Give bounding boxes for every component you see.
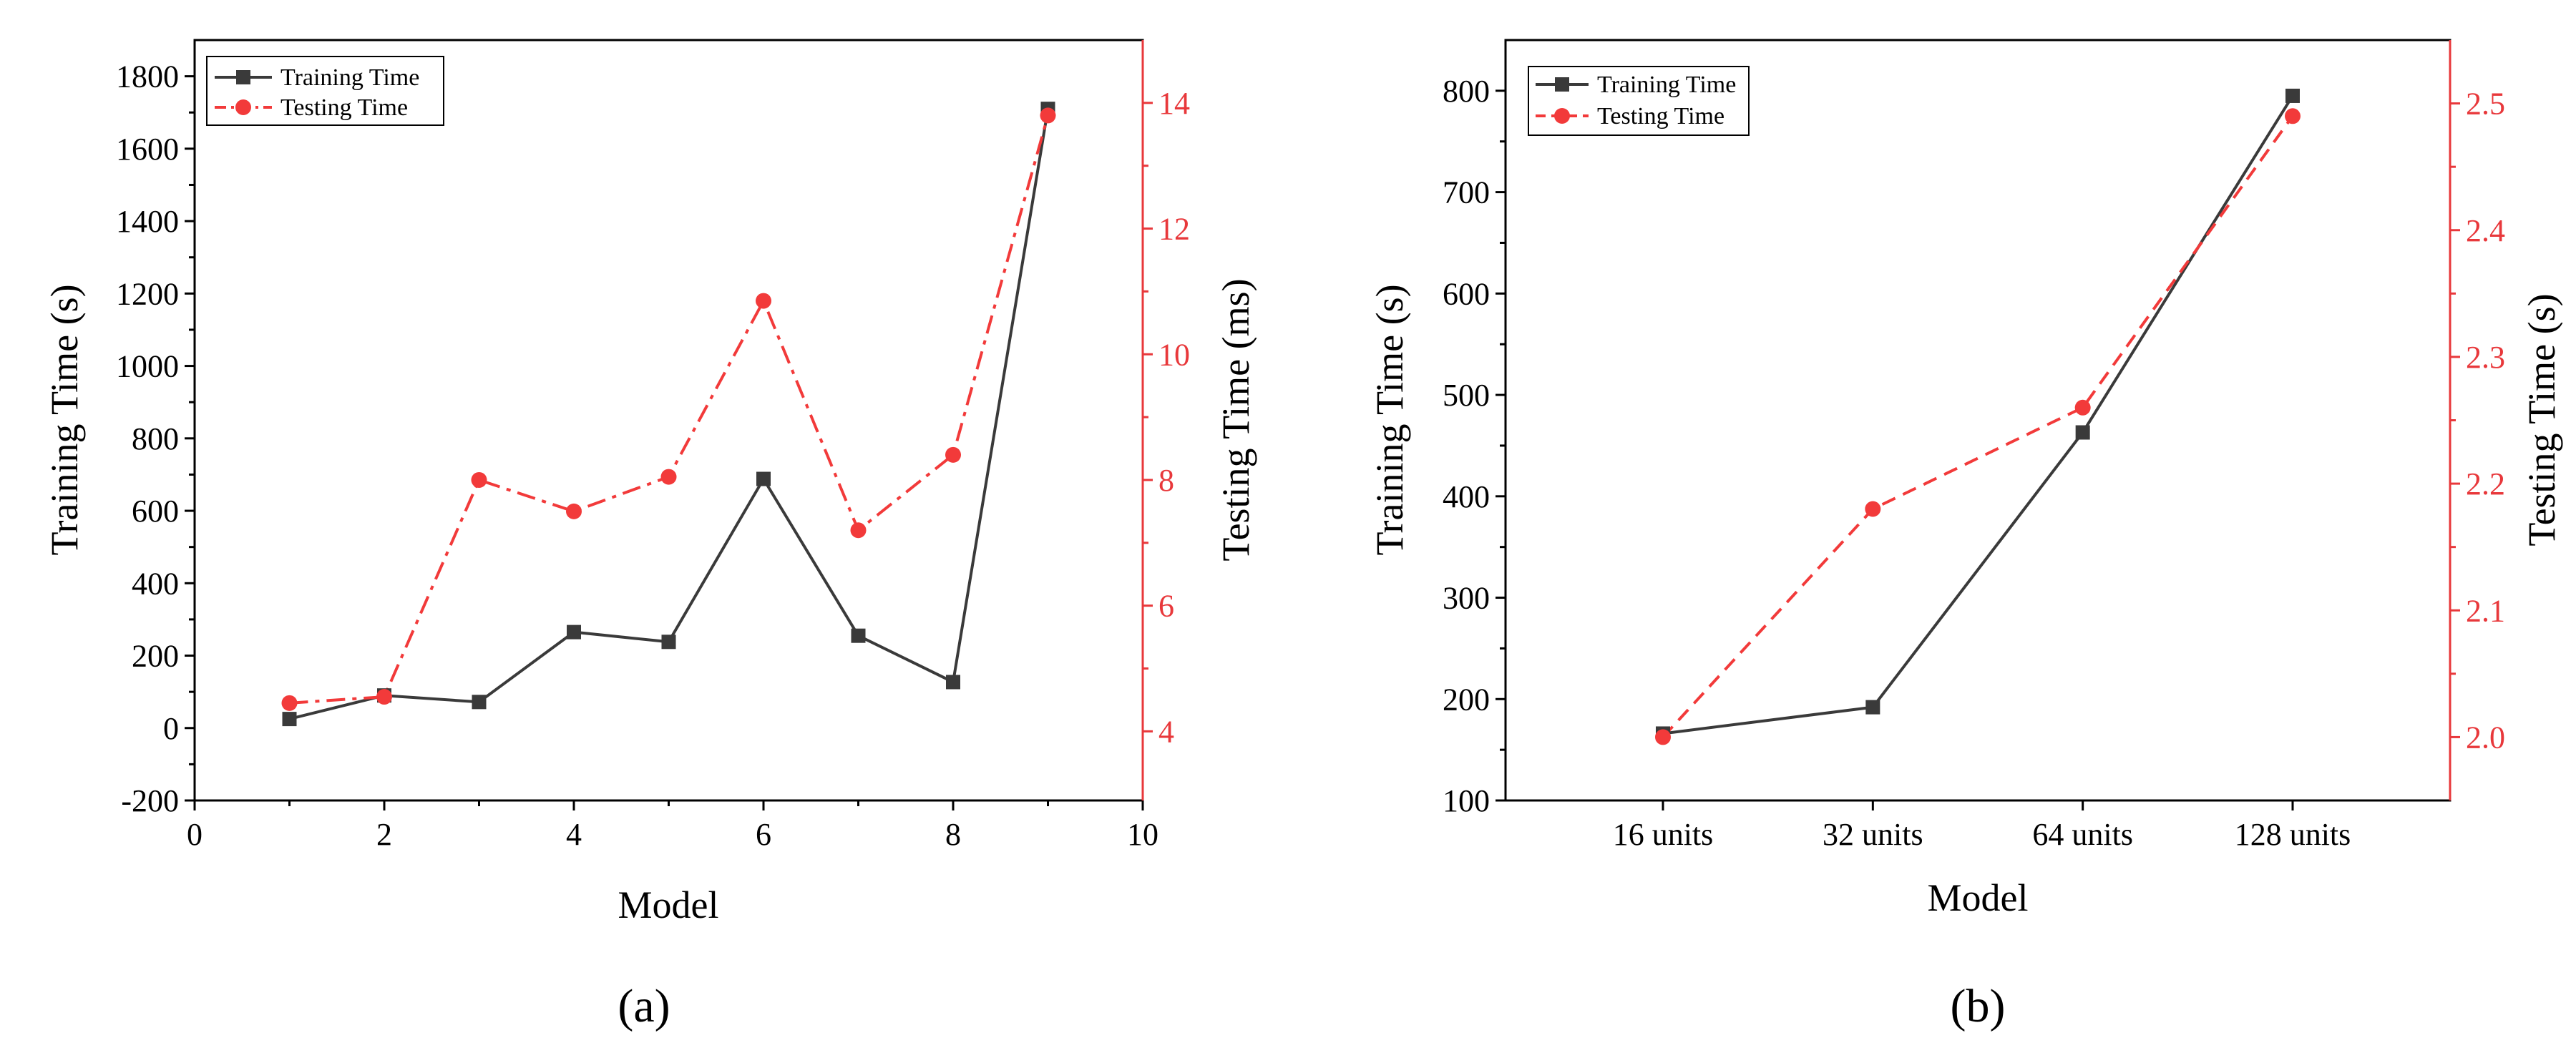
y2-tick-label-b: 2.4 bbox=[2466, 213, 2505, 248]
data-point-training-a bbox=[661, 635, 676, 650]
y-tick-label-b: 600 bbox=[1443, 276, 1490, 311]
y-tick-label-a: 800 bbox=[132, 421, 179, 456]
y-tick-label-a: 1600 bbox=[116, 132, 179, 167]
x-tick-label-a: 8 bbox=[945, 817, 961, 852]
data-point-testing-b bbox=[2074, 399, 2091, 416]
data-point-testing-a bbox=[756, 293, 771, 309]
data-point-testing-a bbox=[281, 695, 298, 711]
y2-tick-label-a: 10 bbox=[1158, 337, 1190, 372]
data-point-training-b bbox=[2285, 88, 2300, 103]
data-point-testing-a bbox=[850, 522, 867, 539]
legend-a: Training Time Testing Time bbox=[206, 56, 444, 126]
data-point-training-a bbox=[282, 712, 297, 727]
data-point-testing-b bbox=[1655, 729, 1671, 745]
y2-tick-label-b: 2.1 bbox=[2466, 593, 2505, 628]
y-tick-label-a: 0 bbox=[163, 711, 179, 746]
y-tick-label-a: 1200 bbox=[116, 276, 179, 311]
x-tick-label-b: 32 units bbox=[1823, 817, 1923, 852]
plot-frame-b bbox=[1504, 39, 2451, 802]
panel-label-b: (b) bbox=[1951, 980, 2006, 1032]
y-tick-label-a: 1800 bbox=[116, 59, 179, 94]
data-point-testing-b bbox=[1865, 501, 1881, 517]
x-tick-label-a: 10 bbox=[1127, 817, 1158, 852]
y2-tick-label-b: 2.3 bbox=[2466, 340, 2505, 375]
y2-tick-label-b: 2.5 bbox=[2466, 87, 2505, 122]
series-line-training-b bbox=[1662, 94, 2294, 735]
y2-tick-label-b: 2.2 bbox=[2466, 466, 2505, 501]
data-point-testing-a bbox=[1040, 107, 1056, 124]
legend-marker-training-b bbox=[1555, 77, 1569, 92]
y-axis-label-b: Training Time (s) bbox=[1368, 284, 1411, 555]
x-tick-label-a: 4 bbox=[566, 817, 582, 852]
y-tick-label-b: 200 bbox=[1443, 682, 1490, 717]
x-axis-label-a: Model bbox=[618, 883, 719, 926]
y2-tick-label-a: 6 bbox=[1158, 589, 1174, 624]
x-tick-label-a: 6 bbox=[756, 817, 771, 852]
legend-label-testing-b: Testing Time bbox=[1597, 103, 1724, 129]
plot-frame-a bbox=[193, 39, 1144, 802]
y-tick-label-a: 1000 bbox=[116, 349, 179, 384]
series-line-testing-b bbox=[1662, 115, 2294, 738]
y2-tick-label-a: 12 bbox=[1158, 212, 1190, 247]
y2-tick-label-a: 4 bbox=[1158, 714, 1174, 749]
y-tick-label-b: 700 bbox=[1443, 175, 1490, 210]
y2-tick-label-a: 14 bbox=[1158, 86, 1190, 121]
y-tick-label-a: 1400 bbox=[116, 204, 179, 239]
x-axis-label-b: Model bbox=[1928, 876, 2029, 919]
legend-label-testing: Testing Time bbox=[280, 94, 408, 121]
y-tick-label-a: -200 bbox=[121, 783, 179, 818]
x-tick-label-b: 128 units bbox=[2235, 817, 2351, 852]
x-tick-label-a: 0 bbox=[187, 817, 203, 852]
data-point-training-a bbox=[567, 624, 581, 640]
data-point-testing-a bbox=[566, 503, 582, 519]
legend-marker-testing-b bbox=[1554, 108, 1570, 124]
data-point-training-b bbox=[2075, 425, 2090, 440]
series-line-testing-a bbox=[289, 114, 1050, 705]
y-tick-label-b: 800 bbox=[1443, 74, 1490, 109]
data-point-training-b bbox=[1865, 700, 1880, 715]
legend-label-training-b: Training Time bbox=[1597, 72, 1736, 98]
chart-panel-b: 16 units 32 units 64 units 128 units 100 200 3… bbox=[1368, 39, 2563, 1032]
legend-b: Training Time Testing Time bbox=[1528, 66, 1750, 136]
y-tick-label-a: 600 bbox=[132, 494, 179, 529]
panel-label-a: (a) bbox=[618, 980, 670, 1032]
legend-marker-training bbox=[236, 70, 250, 84]
x-tick-label-a: 2 bbox=[376, 817, 392, 852]
data-point-training-a bbox=[472, 695, 487, 710]
y2-tick-label-b: 2.0 bbox=[2466, 720, 2505, 755]
y2-axis-label-a: Testing Time (ms) bbox=[1214, 278, 1257, 561]
data-point-training-a bbox=[946, 675, 960, 690]
y-tick-label-b: 300 bbox=[1443, 581, 1490, 616]
data-point-training-a bbox=[851, 628, 866, 643]
data-point-testing-a bbox=[471, 471, 487, 488]
legend-marker-testing bbox=[235, 99, 251, 115]
y-tick-label-b: 100 bbox=[1443, 783, 1490, 818]
data-point-testing-a bbox=[376, 689, 392, 705]
x-tick-label-b: 64 units bbox=[2032, 817, 2133, 852]
data-point-testing-b bbox=[2285, 108, 2301, 124]
data-point-testing-a bbox=[660, 469, 677, 485]
chart-panel-a: 0 2 4 6 8 10-20002004006008001000120014001600… bbox=[43, 39, 1257, 1032]
y-tick-label-b: 400 bbox=[1443, 479, 1490, 514]
y-tick-label-a: 400 bbox=[132, 566, 179, 601]
y-tick-label-a: 200 bbox=[132, 639, 179, 674]
data-point-testing-a bbox=[945, 446, 961, 463]
y-tick-label-b: 500 bbox=[1443, 378, 1490, 413]
y2-tick-label-a: 8 bbox=[1158, 463, 1174, 498]
y-axis-label-a: Training Time (s) bbox=[43, 284, 86, 555]
y2-axis-label-b: Testing Time (s) bbox=[2520, 293, 2563, 546]
series-line-training-a bbox=[289, 108, 1050, 721]
legend-label-training: Training Time bbox=[280, 64, 419, 91]
x-tick-label-b: 16 units bbox=[1613, 817, 1714, 852]
data-point-training-a bbox=[756, 471, 771, 486]
